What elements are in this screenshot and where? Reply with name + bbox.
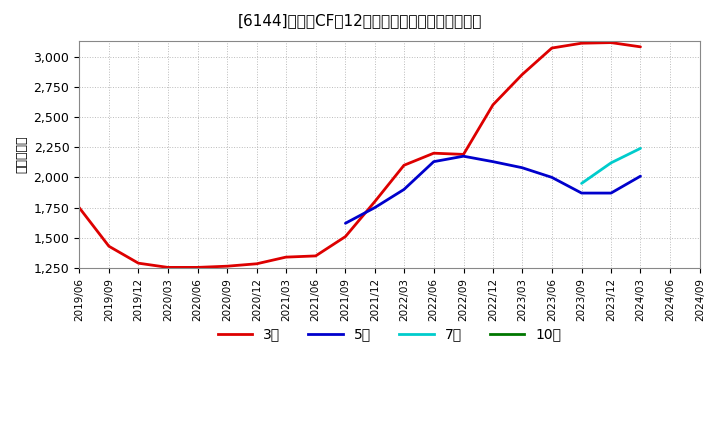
Y-axis label: （百万円）: （百万円） [15, 136, 28, 173]
Legend: 3年, 5年, 7年, 10年: 3年, 5年, 7年, 10年 [212, 322, 567, 347]
Text: [6144]　営業CFの12か月移動合計の平均値の推移: [6144] 営業CFの12か月移動合計の平均値の推移 [238, 13, 482, 28]
